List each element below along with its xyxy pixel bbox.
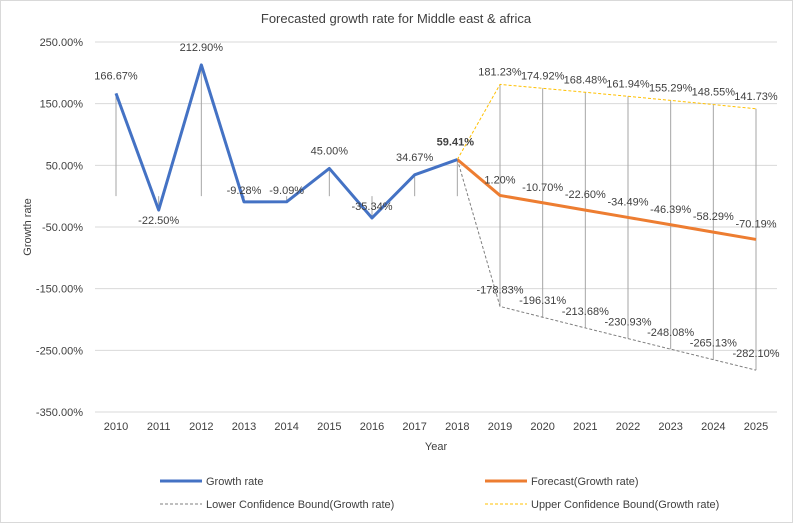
y-tick-label: -150.00% bbox=[36, 284, 83, 296]
y-tick-label: -50.00% bbox=[42, 222, 83, 234]
x-tick-label: 2024 bbox=[701, 421, 725, 433]
data-label: -22.60% bbox=[565, 189, 606, 201]
data-label: -265.13% bbox=[690, 338, 737, 350]
data-label: 148.55% bbox=[692, 87, 736, 99]
legend-label: Forecast(Growth rate) bbox=[531, 476, 639, 488]
data-label: -178.83% bbox=[476, 284, 523, 296]
data-label: 168.48% bbox=[564, 74, 608, 86]
data-label: -230.93% bbox=[604, 317, 651, 329]
x-tick-label: 2014 bbox=[274, 421, 298, 433]
data-label: 174.92% bbox=[521, 70, 565, 82]
x-tick-label: 2017 bbox=[402, 421, 426, 433]
chart-title: Forecasted growth rate for Middle east &… bbox=[261, 11, 532, 26]
data-label: -58.29% bbox=[693, 211, 734, 223]
data-label: -70.19% bbox=[736, 218, 777, 230]
data-label: -9.09% bbox=[269, 185, 304, 197]
x-tick-label: 2012 bbox=[189, 421, 213, 433]
x-tick-label: 2021 bbox=[573, 421, 597, 433]
data-label: -196.31% bbox=[519, 295, 566, 307]
data-label: -35.34% bbox=[352, 201, 393, 213]
x-tick-label: 2010 bbox=[104, 421, 128, 433]
x-tick-label: 2025 bbox=[744, 421, 768, 433]
x-tick-label: 2023 bbox=[658, 421, 682, 433]
x-tick-label: 2016 bbox=[360, 421, 384, 433]
data-label: 1.20% bbox=[484, 174, 515, 186]
x-tick-label: 2022 bbox=[616, 421, 640, 433]
data-label: 166.67% bbox=[94, 70, 138, 82]
data-label: 59.41% bbox=[437, 137, 475, 149]
legend-label: Upper Confidence Bound(Growth rate) bbox=[531, 499, 719, 511]
lower-bound-line bbox=[456, 159, 757, 371]
y-axis-label: Growth rate bbox=[22, 198, 34, 255]
data-label: 45.00% bbox=[311, 145, 349, 157]
data-label: -46.39% bbox=[650, 204, 691, 216]
data-label: 155.29% bbox=[649, 82, 693, 94]
data-label: 212.90% bbox=[180, 42, 224, 54]
growth-rate-line bbox=[114, 63, 458, 220]
legend-label: Growth rate bbox=[206, 476, 263, 488]
data-label: 181.23% bbox=[478, 66, 522, 78]
x-tick-label: 2015 bbox=[317, 421, 341, 433]
y-tick-label: 250.00% bbox=[40, 37, 84, 49]
x-tick-label: 2011 bbox=[147, 421, 171, 433]
x-axis-label: Year bbox=[425, 441, 448, 453]
data-label: -213.68% bbox=[562, 306, 609, 318]
y-tick-label: 150.00% bbox=[40, 99, 84, 111]
y-tick-label: -350.00% bbox=[36, 407, 83, 419]
forecast-line bbox=[456, 158, 757, 241]
data-label: -248.08% bbox=[647, 327, 694, 339]
data-label: -282.10% bbox=[732, 348, 779, 360]
data-label: 161.94% bbox=[606, 78, 650, 90]
data-label: -10.70% bbox=[522, 182, 563, 194]
data-label: -22.50% bbox=[138, 215, 179, 227]
x-tick-label: 2019 bbox=[488, 421, 512, 433]
data-label: -9.28% bbox=[227, 185, 262, 197]
y-tick-label: 50.00% bbox=[46, 160, 84, 172]
x-tick-label: 2018 bbox=[445, 421, 469, 433]
y-tick-label: -250.00% bbox=[36, 345, 83, 357]
data-label: -34.49% bbox=[608, 196, 649, 208]
data-label: 141.73% bbox=[734, 91, 778, 103]
x-tick-label: 2020 bbox=[530, 421, 554, 433]
x-tick-label: 2013 bbox=[232, 421, 256, 433]
legend-label: Lower Confidence Bound(Growth rate) bbox=[206, 499, 394, 511]
data-label: 34.67% bbox=[396, 152, 434, 164]
